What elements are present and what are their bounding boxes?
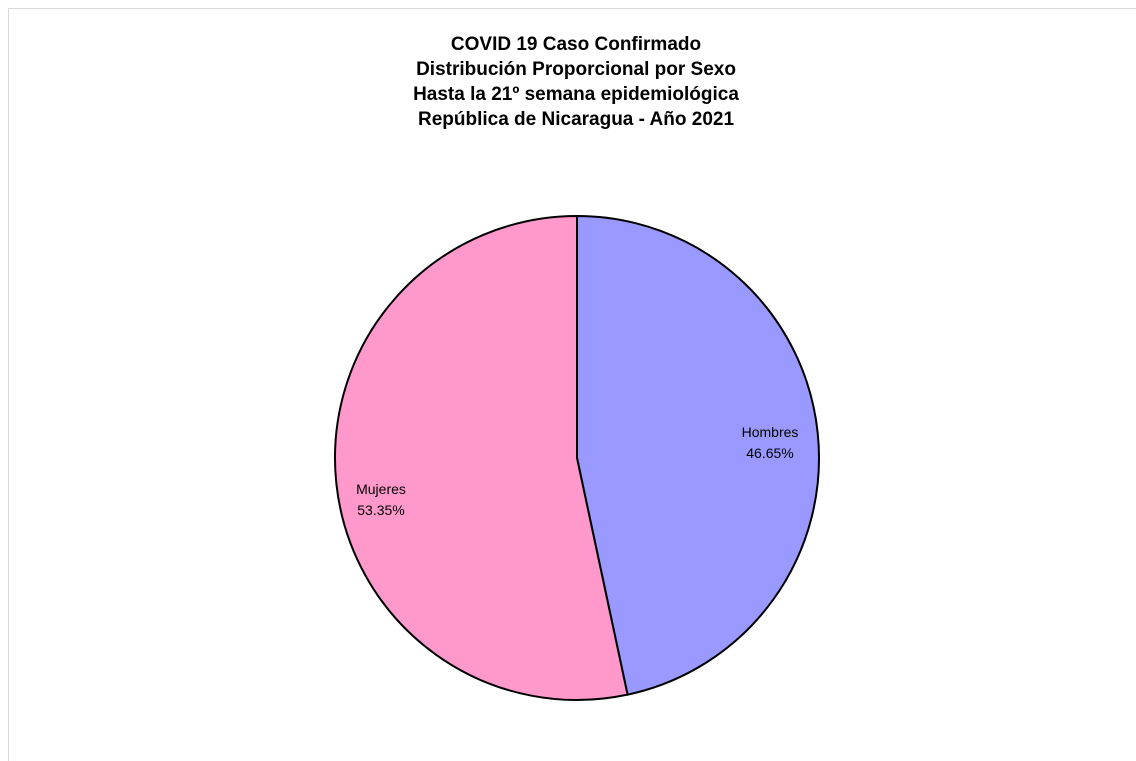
chart-title-line-2: Distribución Proporcional por Sexo — [416, 59, 736, 80]
chart-frame-left — [8, 8, 9, 761]
chart-title-line-4: República de Nicaragua - Año 2021 — [417, 109, 735, 130]
chart-frame-top — [8, 8, 1136, 9]
slice-value-mujeres: 53.35% — [357, 502, 404, 518]
pie-slice-mujeres — [334, 214, 629, 701]
chart-title-line-1: COVID 19 Caso Confirmado — [450, 34, 702, 55]
chart-title-line-3: Hasta la 21º semana epidemiológica — [413, 84, 739, 105]
slice-label-hombres: Hombres — [742, 424, 799, 440]
pie-slice-hombres — [576, 214, 820, 696]
chart-title: COVID 19 Caso Confirmado Distribución Pr… — [0, 32, 1136, 132]
slice-label-mujeres: Mujeres — [356, 481, 406, 497]
slice-value-hombres: 46.65% — [746, 445, 793, 461]
